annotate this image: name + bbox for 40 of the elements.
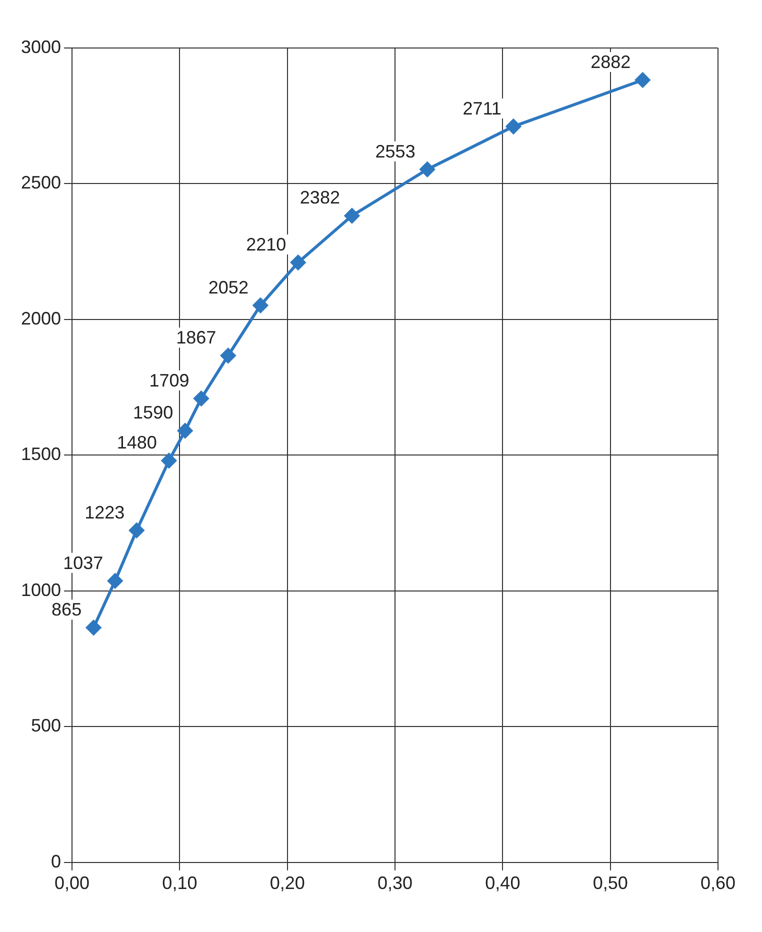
x-tick-label: 0,40	[485, 873, 520, 894]
data-label: 2711	[462, 98, 502, 118]
point	[194, 390, 209, 406]
data-label: 2052	[208, 277, 248, 298]
point	[420, 162, 435, 177]
point	[344, 208, 360, 224]
point	[220, 348, 236, 364]
data-label: 1037	[63, 552, 104, 573]
point	[252, 298, 268, 313]
data-label: 2553	[375, 141, 416, 162]
point	[635, 72, 650, 88]
x-tick-label: 0,30	[378, 873, 413, 894]
x-tick-label: 0,20	[270, 873, 305, 894]
data-label: 1223	[84, 502, 125, 522]
point	[86, 620, 102, 636]
y-tick-label: 2500	[20, 172, 62, 193]
x-tick-label: 0,60	[700, 873, 736, 894]
x-tick-label: 0,10	[162, 873, 198, 894]
data-label: 1709	[149, 370, 190, 390]
y-tick-label: 2000	[20, 308, 62, 328]
y-tick-label: 500	[30, 716, 62, 736]
x-tick-label: 0,00	[54, 873, 90, 894]
data-label: 2882	[590, 52, 631, 72]
point	[108, 573, 123, 588]
y-tick-label: 3000	[20, 36, 62, 57]
point	[178, 423, 193, 438]
data-label: 2210	[246, 234, 286, 254]
data-label: 865	[52, 600, 82, 620]
point	[290, 254, 306, 270]
data-label: 2382	[300, 188, 340, 208]
y-tick-label: 1500	[20, 444, 62, 464]
point	[161, 453, 176, 468]
point	[506, 118, 521, 134]
data-label: 1590	[133, 402, 174, 423]
y-tick-label: 0	[51, 851, 62, 872]
y-tick-label: 1000	[20, 580, 62, 600]
point	[129, 522, 144, 538]
x-tick-label: 0,50	[592, 873, 628, 894]
data-label: 1480	[116, 432, 157, 453]
data-label: 1867	[176, 328, 216, 348]
